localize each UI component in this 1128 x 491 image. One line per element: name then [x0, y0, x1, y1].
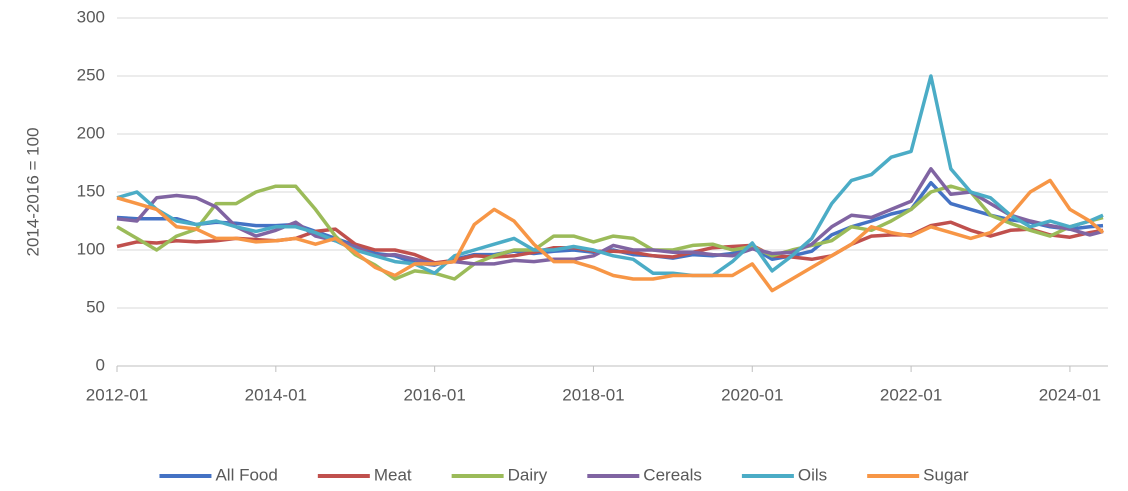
legend-label: Cereals [643, 465, 702, 484]
y-tick-label: 150 [77, 181, 105, 200]
legend-label: Oils [798, 465, 827, 484]
series-line [116, 178, 1105, 293]
x-tick-label: 2024-01 [1039, 385, 1101, 404]
y-tick-label: 0 [96, 355, 105, 374]
x-tick-label: 2020-01 [721, 385, 783, 404]
x-tick-label: 2014-01 [245, 385, 307, 404]
y-tick-label: 200 [77, 123, 105, 142]
x-tick-label: 2012-01 [86, 385, 148, 404]
legend-label: Meat [374, 465, 412, 484]
legend-label: Dairy [508, 465, 548, 484]
series-line [116, 74, 1104, 278]
y-tick-label: 50 [86, 297, 105, 316]
x-tick-label: 2018-01 [562, 385, 624, 404]
y-tick-label: 250 [77, 65, 105, 84]
y-tick-label: 100 [77, 239, 105, 258]
x-tick-label: 2022-01 [880, 385, 942, 404]
y-tick-label: 300 [77, 7, 105, 26]
x-tick-label: 2016-01 [403, 385, 465, 404]
legend-label: Sugar [923, 465, 969, 484]
y-axis-label: 2014-2016 = 100 [23, 127, 42, 256]
legend-label: All Food [215, 465, 277, 484]
